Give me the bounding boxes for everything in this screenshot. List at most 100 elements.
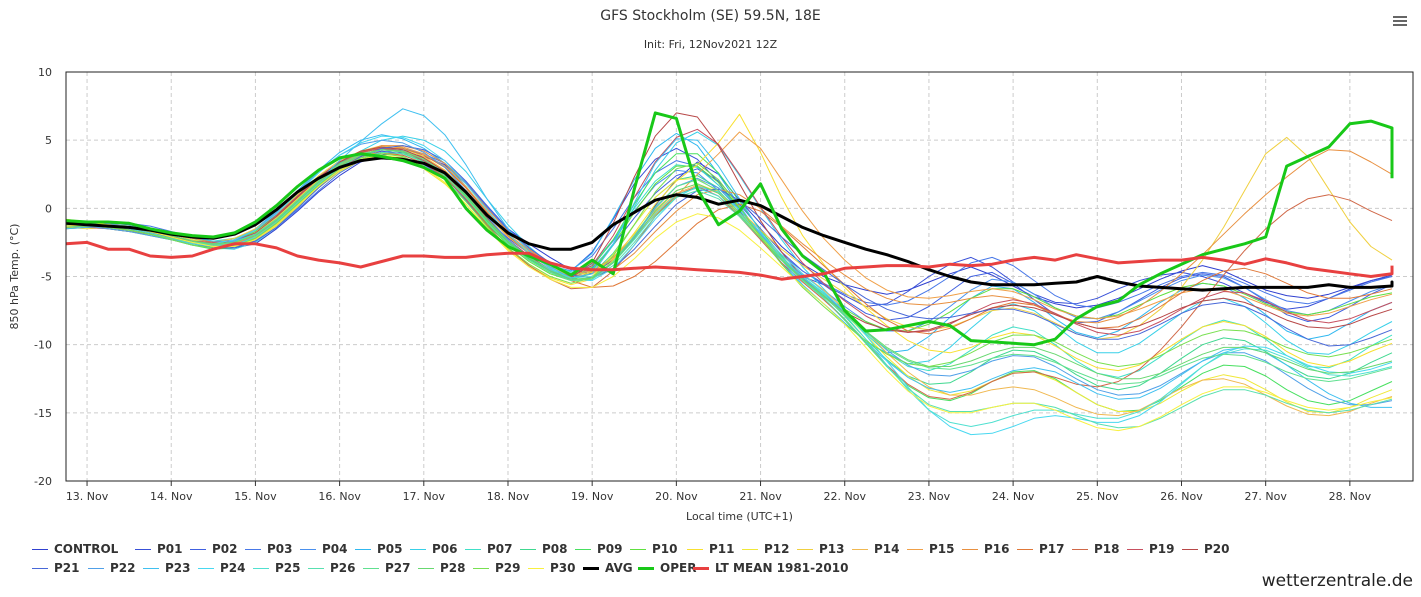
series-line-lt-mean-1981-2010 [65, 240, 1394, 281]
legend-item-p20[interactable]: P20 [1182, 542, 1230, 556]
y-tick-label: -5 [41, 271, 52, 284]
legend-swatch [88, 567, 104, 569]
legend-label: P16 [984, 542, 1010, 556]
series-line-p07 [65, 146, 1393, 378]
legend-item-p01[interactable]: P01 [135, 542, 183, 556]
legend-label: P03 [267, 542, 293, 556]
legend-item-p19[interactable]: P19 [1127, 542, 1175, 556]
legend-item-p06[interactable]: P06 [410, 542, 458, 556]
x-tick-label: 17. Nov [403, 490, 446, 503]
legend-item-p23[interactable]: P23 [143, 561, 191, 575]
y-tick-label: -15 [34, 407, 52, 420]
series-line-p30 [65, 154, 1393, 432]
legend-item-p07[interactable]: P07 [465, 542, 513, 556]
series-line-p21 [65, 145, 1393, 347]
series-lines [65, 108, 1394, 436]
legend-swatch [135, 548, 151, 550]
series-line-p16 [66, 145, 1393, 324]
legend-swatch [1182, 548, 1198, 550]
legend-label: P27 [385, 561, 411, 575]
legend-item-p05[interactable]: P05 [355, 542, 403, 556]
legend-swatch [852, 548, 868, 550]
legend-swatch [693, 566, 709, 570]
legend-item-oper[interactable]: OPER [638, 561, 696, 575]
legend-item-p03[interactable]: P03 [245, 542, 293, 556]
legend-item-p30[interactable]: P30 [528, 561, 576, 575]
legend-item-p13[interactable]: P13 [797, 542, 845, 556]
legend-label: P29 [495, 561, 521, 575]
legend-item-p26[interactable]: P26 [308, 561, 356, 575]
legend-item-avg[interactable]: AVG [583, 561, 633, 575]
legend-swatch [363, 567, 379, 569]
legend-label: P28 [440, 561, 466, 575]
legend-item-p16[interactable]: P16 [962, 542, 1010, 556]
x-tick-label: 24. Nov [992, 490, 1035, 503]
x-tick-label: 23. Nov [908, 490, 951, 503]
legend-item-p10[interactable]: P10 [630, 542, 678, 556]
legend-swatch [418, 567, 434, 569]
legend-item-p24[interactable]: P24 [198, 561, 246, 575]
series-line-p11 [65, 113, 1393, 372]
legend-item-p22[interactable]: P22 [88, 561, 136, 575]
legend-label: P04 [322, 542, 348, 556]
legend-swatch [410, 548, 426, 550]
legend-item-p21[interactable]: P21 [32, 561, 80, 575]
legend-item-p04[interactable]: P04 [300, 542, 348, 556]
legend-label: P13 [819, 542, 845, 556]
legend-swatch [962, 548, 978, 550]
legend-item-control[interactable]: CONTROL [32, 542, 118, 556]
x-tick-label: 22. Nov [824, 490, 867, 503]
legend-swatch [32, 548, 48, 550]
x-tick-label: 14. Nov [150, 490, 193, 503]
legend-label: P07 [487, 542, 513, 556]
x-tick-label: 15. Nov [234, 490, 277, 503]
legend-swatch [253, 567, 269, 569]
legend-item-p14[interactable]: P14 [852, 542, 900, 556]
series-line-p02 [65, 156, 1393, 324]
legend-item-p12[interactable]: P12 [742, 542, 790, 556]
legend-label: P21 [54, 561, 80, 575]
series-line-p08 [65, 147, 1393, 391]
x-tick-label: 16. Nov [318, 490, 361, 503]
legend-item-p08[interactable]: P08 [520, 542, 568, 556]
legend-item-p25[interactable]: P25 [253, 561, 301, 575]
watermark: wetterzentrale.de [1261, 571, 1413, 591]
series-line-p06 [65, 131, 1393, 365]
legend-swatch [630, 548, 646, 550]
legend-item-p28[interactable]: P28 [418, 561, 466, 575]
legend-swatch [583, 566, 599, 570]
y-axis-label: 850 hPa Temp. (°C) [8, 224, 21, 330]
legend-item-p09[interactable]: P09 [575, 542, 623, 556]
legend-label: CONTROL [54, 542, 119, 556]
legend-swatch [465, 548, 481, 550]
y-tick-label: -20 [34, 475, 52, 488]
x-tick-label: 20. Nov [655, 490, 698, 503]
legend-label: P05 [377, 542, 403, 556]
legend-item-p27[interactable]: P27 [363, 561, 411, 575]
legend-swatch [198, 567, 214, 569]
legend-label: P22 [110, 561, 136, 575]
y-tick-label: 5 [45, 134, 52, 147]
legend-label: P19 [1149, 542, 1175, 556]
legend-item-p18[interactable]: P18 [1072, 542, 1120, 556]
hamburger-menu-icon[interactable] [1393, 14, 1407, 28]
legend-label: P15 [929, 542, 955, 556]
legend-swatch [473, 567, 489, 569]
y-tick-label: 0 [45, 202, 52, 215]
legend-label: P20 [1204, 542, 1230, 556]
legend-item-p17[interactable]: P17 [1017, 542, 1065, 556]
legend-label: P12 [764, 542, 790, 556]
legend-swatch [1017, 548, 1033, 550]
legend: CONTROL P01 P02 P03 P04 P05 P06 P07 P08 P09 P10 P11… [32, 542, 1392, 580]
legend-item-p15[interactable]: P15 [907, 542, 955, 556]
legend-item-p02[interactable]: P02 [190, 542, 238, 556]
legend-swatch [638, 566, 654, 570]
chart-title: GFS Stockholm (SE) 59.5N, 18E [600, 8, 821, 24]
y-tick-label: 10 [38, 66, 52, 79]
legend-item-p11[interactable]: P11 [687, 542, 735, 556]
legend-item-lt-mean-1981-2010[interactable]: LT MEAN 1981-2010 [693, 561, 848, 575]
legend-item-p29[interactable]: P29 [473, 561, 521, 575]
legend-swatch [1072, 548, 1088, 550]
legend-swatch [528, 567, 544, 569]
